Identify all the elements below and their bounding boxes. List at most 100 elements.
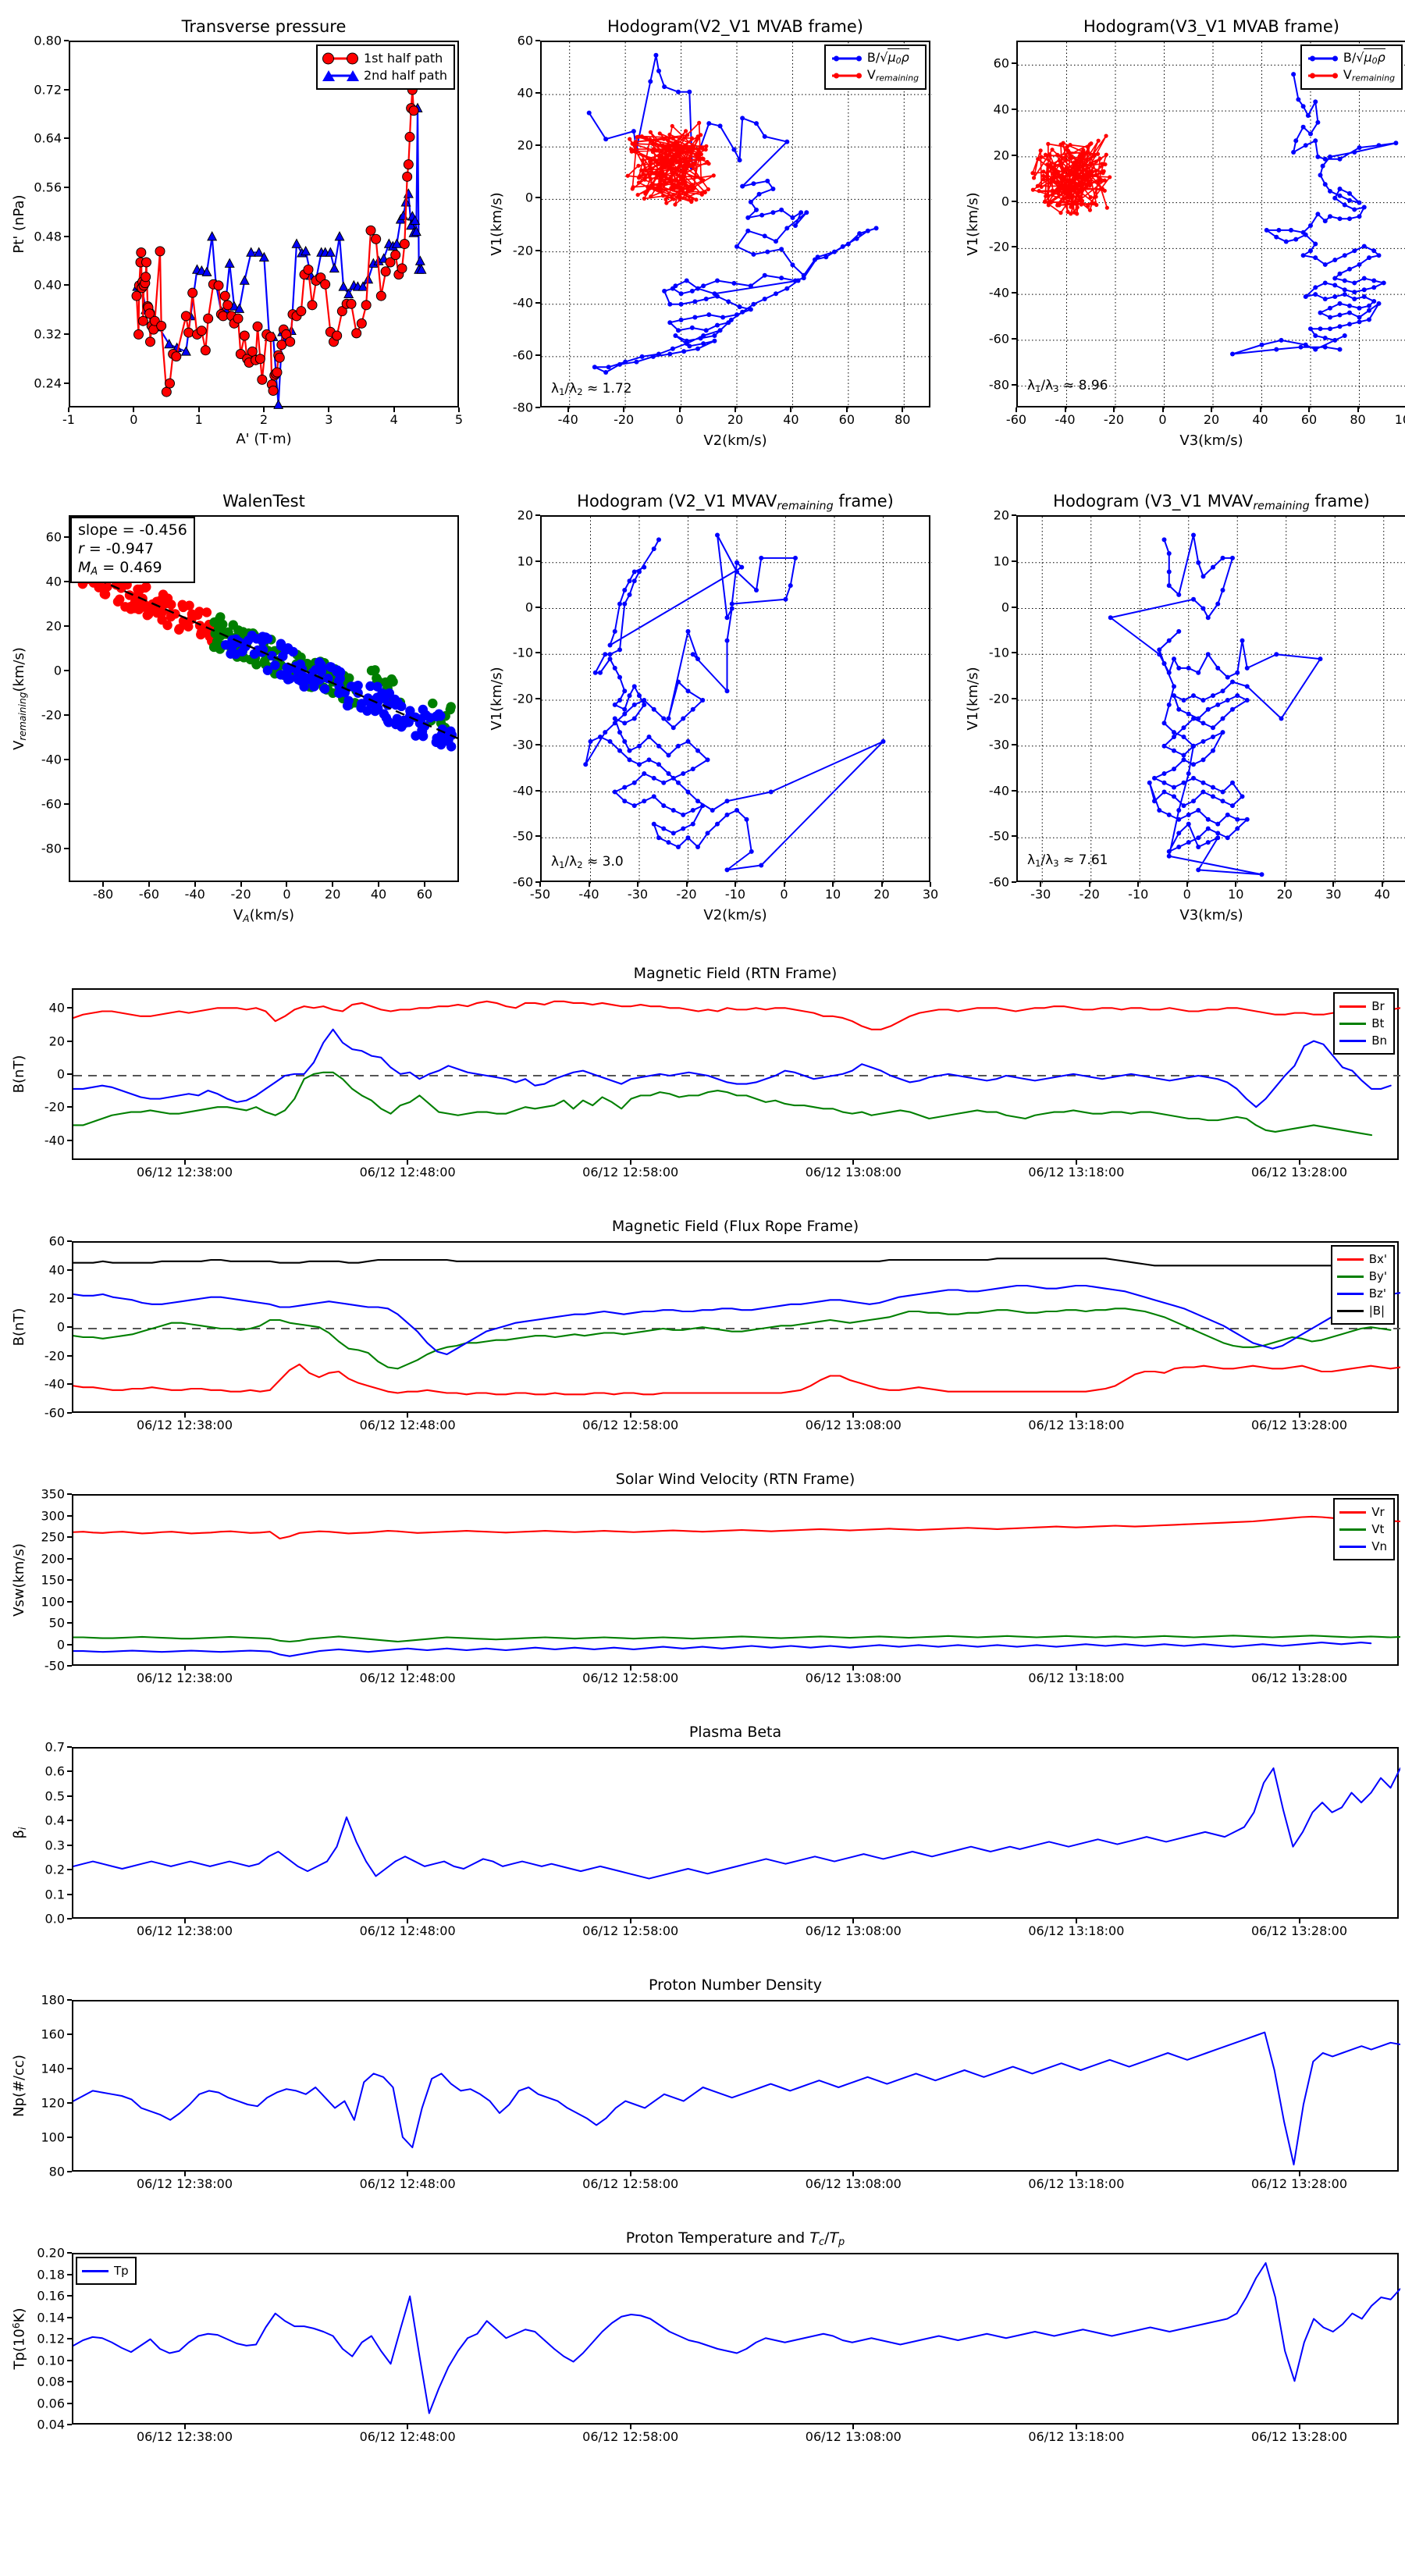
- data-point: [1318, 310, 1323, 315]
- data-point: [1352, 248, 1357, 254]
- data-point: [681, 812, 686, 817]
- tick-mark: [67, 1326, 72, 1328]
- data-point: [1328, 214, 1332, 219]
- data-point: [1200, 720, 1206, 726]
- walen-test-xtick: -80: [93, 887, 114, 902]
- data-point: [659, 171, 663, 176]
- data-point: [670, 187, 675, 192]
- data-point: [1058, 211, 1063, 215]
- data-point: [1230, 803, 1235, 809]
- solar-wind-velocity-rtn-xtick: 06/12 12:58:00: [582, 1670, 679, 1685]
- legend-label: B/√μ0ρ: [1343, 48, 1385, 67]
- data-point: [644, 135, 649, 141]
- data-point: [706, 162, 711, 166]
- data-point: [612, 628, 617, 634]
- data-point: [1328, 315, 1332, 320]
- tick-mark: [67, 2171, 72, 2172]
- data-point: [653, 52, 659, 58]
- hodogram-v3v1-mvab-ylabel: V1(km/s): [965, 192, 981, 256]
- data-point: [667, 132, 672, 137]
- data-point: [1079, 153, 1084, 158]
- scatter-point: [132, 591, 143, 602]
- tick-mark: [1381, 882, 1383, 887]
- data-point: [617, 674, 622, 680]
- data-point: [656, 153, 661, 158]
- data-point: [692, 161, 697, 165]
- tick-mark: [852, 2425, 855, 2429]
- data-point: [1211, 564, 1215, 570]
- tick-mark: [67, 1622, 72, 1624]
- data-point: [1322, 156, 1328, 162]
- hodogram-v3v1-mvab-xtick: 40: [1252, 412, 1268, 427]
- scatter-point: [379, 709, 389, 719]
- data-point: [1215, 831, 1221, 836]
- data-point: [676, 679, 681, 685]
- data-point: [617, 601, 622, 607]
- data-point: [690, 652, 695, 657]
- magnetic-field-rtn-xtick: 06/12 12:58:00: [582, 1165, 679, 1179]
- proton-temperature-ytick: 0.16: [37, 2288, 65, 2304]
- data-point: [1046, 203, 1051, 208]
- hodogram-v2v1-mvab-ytick: -20: [512, 243, 533, 258]
- data-point: [1357, 262, 1362, 267]
- proton-temperature-title: Proton Temperature and Tc/Tp: [625, 2229, 845, 2249]
- legend-label: Bz': [1368, 1286, 1386, 1300]
- proton-number-density-ytick: 100: [41, 2129, 65, 2145]
- transverse-pressure-xtick: 0: [130, 412, 138, 427]
- tick-mark: [67, 2402, 72, 2404]
- hodogram-v2v1-mvab-xlabel: V2(km/s): [703, 432, 767, 449]
- data-point: [1322, 335, 1328, 340]
- data-point: [715, 278, 720, 283]
- data-point: [1101, 171, 1105, 176]
- data-point: [656, 762, 661, 767]
- legend-entry: Bz': [1336, 1285, 1387, 1302]
- data-point: [1230, 706, 1235, 712]
- data-point: [664, 181, 669, 186]
- data-point: [155, 246, 165, 257]
- data-point: [784, 139, 790, 144]
- tick-mark: [1137, 882, 1140, 887]
- magnetic-field-flux-rope-plot-area: [73, 1258, 1400, 1396]
- legend-swatch: [322, 52, 358, 66]
- data-point: [1073, 181, 1078, 186]
- transverse-pressure-ytick: 0.32: [34, 326, 62, 342]
- scatter-point: [158, 589, 169, 600]
- data-point: [239, 330, 250, 341]
- walen-test-xlabel: VA(km/s): [233, 907, 295, 925]
- data-point: [636, 176, 642, 180]
- data-point: [1303, 143, 1308, 148]
- data-point: [700, 698, 706, 703]
- data-point: [650, 354, 656, 359]
- tick-mark: [64, 848, 69, 850]
- data-point: [689, 288, 695, 294]
- scatter-point: [366, 665, 377, 676]
- data-point: [1048, 162, 1053, 167]
- hodogram-v3v1-mvab-ytick: -80: [988, 377, 1009, 393]
- data-point: [658, 183, 663, 188]
- data-point: [1196, 670, 1201, 675]
- data-point: [617, 730, 622, 735]
- transverse-pressure-ytick: 0.40: [34, 277, 62, 293]
- legend-label: |B|: [1368, 1303, 1385, 1318]
- data-point: [361, 300, 372, 311]
- series-v-remaining: [1032, 135, 1111, 215]
- data-point: [673, 202, 678, 207]
- data-point: [1357, 200, 1362, 205]
- data-point: [1361, 287, 1367, 293]
- hodogram-v3v1-mvav-title: Hodogram (V3_V1 MVAVremaining frame): [1053, 492, 1370, 513]
- data-point: [301, 245, 311, 256]
- tick-mark: [735, 882, 736, 887]
- data-point: [701, 283, 706, 289]
- data-point: [1352, 290, 1357, 295]
- data-point: [636, 180, 641, 185]
- data-point: [1166, 849, 1172, 854]
- data-point: [661, 826, 667, 831]
- tick-mark: [1012, 514, 1016, 516]
- data-point: [699, 133, 703, 137]
- hodogram-v3v1-mvab-ytick: 0: [1001, 194, 1009, 209]
- tick-mark: [588, 882, 590, 887]
- data-point: [667, 351, 673, 357]
- data-point: [612, 665, 617, 671]
- tick-mark: [1012, 109, 1016, 111]
- data-point: [291, 238, 302, 248]
